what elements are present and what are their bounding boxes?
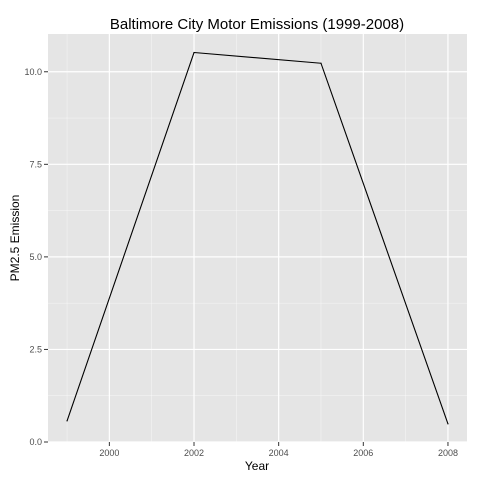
y-tick-label: 2.5 (29, 344, 42, 354)
y-tick-label: 0.0 (29, 437, 42, 447)
y-axis-ticks: 0.0 2.5 5.0 7.5 10.0 (24, 67, 48, 447)
data-point (193, 51, 195, 54)
data-points (66, 51, 449, 425)
x-axis-title: Year (245, 459, 269, 473)
plot-panel (48, 34, 467, 442)
major-gridlines (48, 34, 467, 443)
series-line-0 (66, 51, 449, 425)
y-tick-label: 7.5 (29, 159, 42, 169)
data-point (66, 420, 68, 422)
data-point (320, 62, 322, 64)
x-tick-label: 2004 (269, 448, 289, 458)
chart-title: Baltimore City Motor Emissions (1999-200… (110, 16, 404, 33)
series-lines (66, 51, 449, 425)
y-tick-label: 10.0 (24, 67, 42, 77)
x-tick-label: 2002 (184, 448, 204, 458)
x-tick-label: 2008 (438, 448, 458, 458)
minor-gridlines (48, 34, 467, 442)
data-point (447, 423, 449, 425)
x-tick-label: 2000 (99, 448, 119, 458)
x-axis-ticks: 2000 2002 2004 2006 2008 (99, 442, 458, 458)
y-axis-title: PM2.5 Emission (8, 195, 22, 282)
y-tick-label: 5.0 (29, 252, 42, 262)
x-tick-label: 2006 (353, 448, 373, 458)
